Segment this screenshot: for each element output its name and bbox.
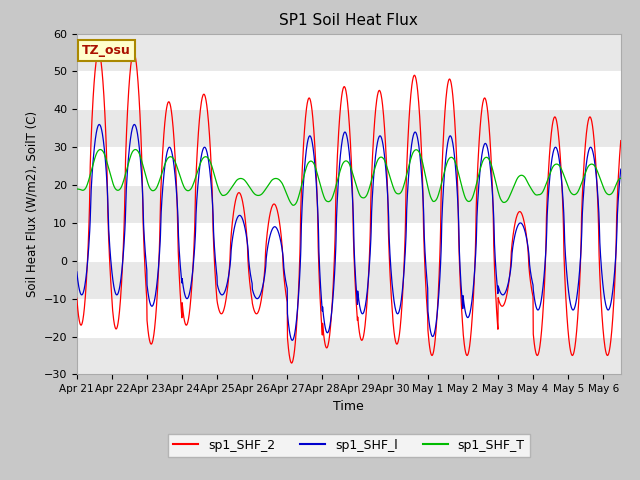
sp1_SHF_T [289, 203, 297, 208]
sp1_SHF_l [73, 269, 81, 275]
sp1_SHF_l [534, 307, 541, 313]
sp1_SHF_l [131, 121, 138, 127]
Bar [77, 261, 621, 299]
sp1_SHF_2 [617, 138, 625, 144]
sp1_SHF_l [353, 286, 360, 291]
Title: SP1 Soil Heat Flux: SP1 Soil Heat Flux [280, 13, 418, 28]
Line: sp1_SHF_l: sp1_SHF_l [77, 124, 621, 340]
sp1_SHF_2 [353, 300, 360, 306]
X-axis label: Time: Time [333, 400, 364, 413]
Bar [77, 109, 621, 147]
sp1_SHF_l [105, 227, 113, 233]
sp1_SHF_T [431, 198, 438, 204]
sp1_SHF_2 [130, 49, 138, 55]
sp1_SHF_2 [534, 352, 541, 358]
sp1_SHF_l [598, 276, 606, 281]
sp1_SHF_T [617, 175, 625, 181]
sp1_SHF_2 [431, 343, 438, 348]
sp1_SHF_2 [288, 360, 296, 366]
sp1_SHF_l [617, 167, 625, 172]
Line: sp1_SHF_2: sp1_SHF_2 [77, 52, 621, 363]
Bar [77, 34, 621, 72]
sp1_SHF_T [131, 147, 139, 153]
sp1_SHF_l [289, 337, 296, 343]
sp1_SHF_T [414, 148, 422, 154]
sp1_SHF_2 [414, 91, 422, 96]
sp1_SHF_T [598, 181, 606, 187]
sp1_SHF_T [353, 182, 360, 188]
Legend: sp1_SHF_2, sp1_SHF_l, sp1_SHF_T: sp1_SHF_2, sp1_SHF_l, sp1_SHF_T [168, 434, 530, 457]
Bar [77, 185, 621, 223]
Text: TZ_osu: TZ_osu [82, 44, 131, 57]
Line: sp1_SHF_T: sp1_SHF_T [77, 150, 621, 205]
sp1_SHF_2 [598, 316, 606, 322]
sp1_SHF_T [105, 166, 113, 171]
Bar [77, 336, 621, 374]
sp1_SHF_T [534, 192, 541, 198]
sp1_SHF_2 [105, 238, 113, 243]
sp1_SHF_l [431, 330, 438, 336]
sp1_SHF_T [73, 186, 81, 192]
Y-axis label: Soil Heat Flux (W/m2), SoilT (C): Soil Heat Flux (W/m2), SoilT (C) [25, 111, 38, 297]
sp1_SHF_l [414, 137, 422, 143]
sp1_SHF_2 [73, 295, 81, 301]
